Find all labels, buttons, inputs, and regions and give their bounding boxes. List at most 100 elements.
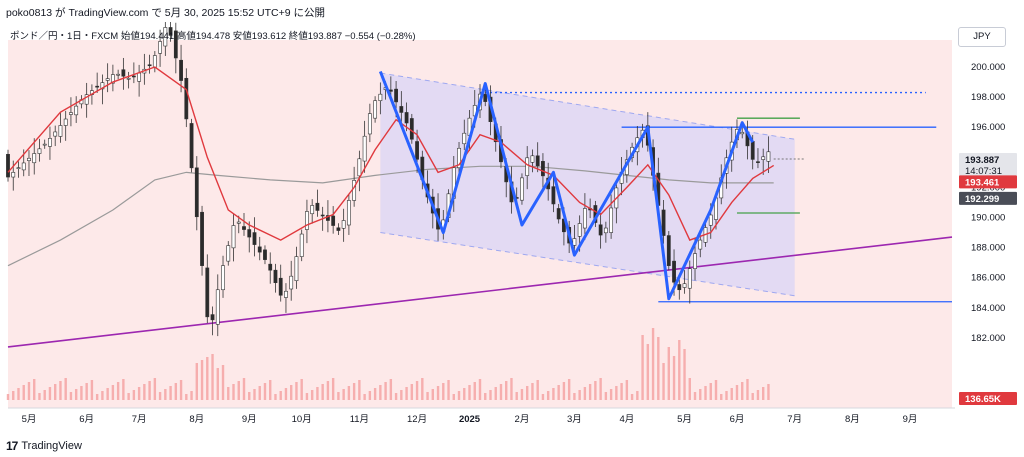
volume-bar [258, 386, 261, 400]
candle-body [252, 232, 257, 245]
x-tick-label: 6月 [79, 414, 94, 425]
candle-body [708, 214, 713, 226]
volume-bar [714, 380, 718, 400]
candle-body [278, 277, 283, 296]
volume-bar [426, 392, 429, 400]
volume-bar [132, 390, 136, 400]
volume-bar [148, 381, 151, 400]
candle-body [247, 229, 252, 238]
last-price-tag: 193.887 [965, 155, 999, 166]
candle-body [394, 88, 398, 103]
volume-bar [74, 389, 78, 400]
volume-bar [122, 379, 125, 400]
volume-bar [505, 381, 508, 400]
channel-upper-line [380, 72, 795, 140]
candle-body [194, 167, 199, 218]
volume-bar [321, 384, 324, 400]
candle-body [362, 135, 367, 162]
candle-body [63, 118, 68, 126]
volume-bar [6, 394, 10, 400]
y-tick-label: 186.000 [971, 273, 1005, 284]
volume-bar [59, 381, 62, 400]
currency-button[interactable]: JPY [958, 27, 1006, 47]
candle-body [357, 158, 362, 177]
volume-bar [489, 390, 492, 400]
wave-zigzag [378, 70, 755, 301]
candle-body [48, 138, 52, 147]
candle-body [105, 78, 110, 81]
volume-bar [699, 389, 702, 400]
volume-bar [447, 380, 450, 400]
candle-body [200, 211, 204, 266]
symbol-legend: ポンド／円・1日・FXCM 始値194.441 高値194.478 安値193.… [10, 31, 416, 42]
volume-bar [232, 384, 235, 400]
x-tick-label: 11月 [350, 414, 369, 425]
candle-body [121, 69, 126, 77]
candle-body [21, 162, 26, 171]
candle-body [326, 215, 330, 221]
candle-body [520, 177, 524, 201]
candle-body [189, 123, 194, 169]
candle-body [462, 132, 467, 145]
volume-bar [526, 386, 529, 400]
candle-body [698, 239, 703, 250]
candle-body [750, 141, 755, 160]
candle-body [530, 155, 535, 163]
candle-body [373, 100, 378, 119]
last-price-tag-bg [959, 153, 1017, 178]
volume-bar [704, 386, 707, 400]
volume-bar [169, 386, 172, 400]
candle-body [32, 153, 37, 164]
candle-body [152, 55, 157, 69]
candle-body [352, 180, 357, 201]
candle-body [53, 131, 58, 137]
x-tick-label: 9月 [903, 414, 918, 425]
channel-lower-line [380, 232, 795, 297]
volume-bar [221, 365, 225, 400]
volume-bar [95, 394, 99, 400]
volume-bar [442, 383, 445, 400]
candle-body [158, 41, 162, 54]
volume-bar [206, 357, 209, 400]
volume-bar [310, 390, 314, 400]
candle-body [16, 167, 21, 169]
price-chart[interactable]: 200.000198.000196.000194.000192.000190.0… [0, 13, 1024, 435]
candle-body [315, 202, 320, 211]
volume-bar [190, 391, 193, 400]
volume-bar [651, 328, 655, 400]
candle-body [305, 211, 309, 230]
volume-bar [164, 389, 167, 400]
candle-body [210, 314, 215, 321]
volume-bar [573, 393, 576, 400]
volume-bar [331, 378, 335, 400]
volume-bar [604, 392, 608, 400]
volume-bar [520, 389, 524, 400]
volume-bar [305, 393, 309, 400]
volume-bar [137, 387, 141, 400]
volume-bar [253, 389, 256, 400]
candle-body [263, 249, 267, 260]
volume-bar [90, 380, 94, 400]
candle-body [535, 155, 540, 167]
y-tick-label: 188.000 [971, 243, 1005, 254]
candle-body [577, 223, 582, 237]
tradingview-logo-icon: 17 [6, 439, 18, 453]
volume-bar [567, 379, 571, 400]
y-tick-label: 198.000 [971, 92, 1005, 103]
chart-panel[interactable]: 200.000198.000196.000194.000192.000190.0… [0, 13, 1024, 435]
candle-body [525, 157, 530, 176]
x-tick-label: 12月 [407, 414, 427, 425]
candle-body [346, 200, 351, 226]
volume-bar [373, 388, 377, 400]
volume-bar [279, 391, 282, 400]
volume-bar [111, 385, 115, 400]
volume-bar [678, 340, 681, 400]
volume-bar [683, 349, 686, 400]
volume-bar [22, 385, 25, 400]
volume-bar [609, 389, 613, 400]
candle-body [572, 238, 577, 246]
candle-body [215, 289, 220, 325]
ma-short-line [7, 66, 775, 241]
y-tick-label: 190.000 [971, 213, 1005, 224]
volume-bar [363, 394, 366, 400]
